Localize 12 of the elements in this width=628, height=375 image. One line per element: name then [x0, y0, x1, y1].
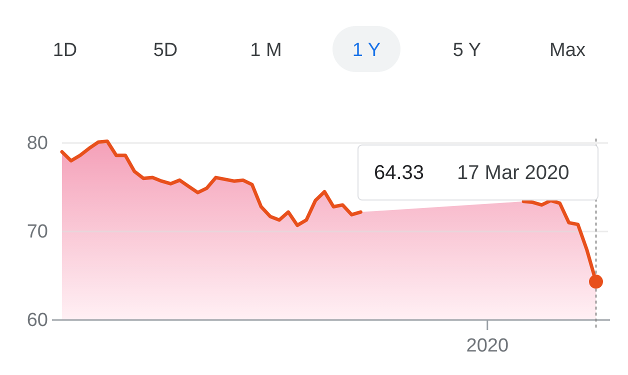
- y-tick-label: 60: [26, 310, 48, 332]
- x-tick-label: 2020: [466, 335, 509, 356]
- y-tick-label: 70: [26, 222, 48, 243]
- y-tick-label: 80: [26, 133, 48, 154]
- text: 5 Y: [452, 40, 482, 61]
- text: 1D: [52, 40, 78, 61]
- text: 1 Y: [352, 40, 381, 61]
- annotation: 17 Mar 2020: [457, 162, 570, 184]
- text: Max: [550, 40, 586, 61]
- annotation: 64.33: [374, 162, 424, 184]
- text: 1 M: [250, 40, 282, 61]
- text: 5D: [153, 40, 178, 61]
